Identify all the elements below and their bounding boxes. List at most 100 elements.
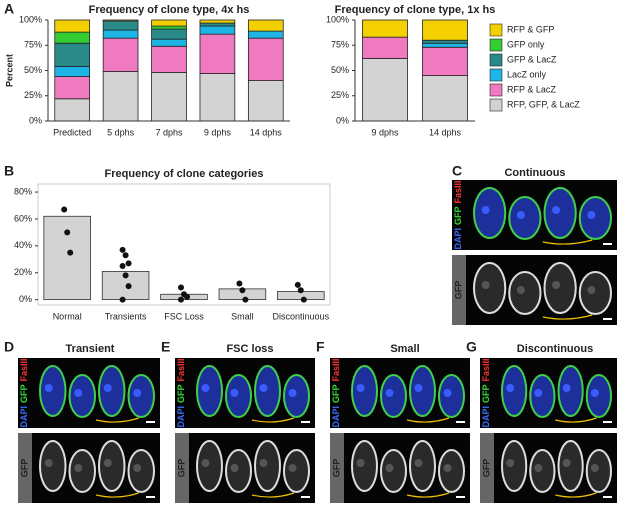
nucleus	[587, 286, 596, 294]
cell	[351, 365, 378, 417]
cell	[543, 187, 577, 239]
legend-label: RFP & LacZ	[507, 84, 556, 94]
nucleus	[562, 459, 571, 467]
annotation-curve	[555, 417, 597, 423]
channel-label: GFP	[453, 281, 463, 300]
channel-name: FasIII	[331, 358, 341, 381]
image-title: FSC loss	[226, 343, 273, 355]
y-axis-label: Percent	[4, 54, 14, 87]
annotation-curve	[406, 492, 450, 498]
channel-name: DAPI	[19, 406, 29, 428]
data-point	[184, 293, 190, 300]
data-point	[125, 260, 132, 267]
bar-segment	[362, 19, 408, 38]
x-tick-label: 14 dphs	[250, 127, 283, 137]
bar-segment	[54, 31, 91, 44]
data-point	[242, 296, 249, 303]
bar-segment	[151, 45, 187, 73]
nucleus	[74, 464, 83, 472]
nucleus	[356, 459, 365, 467]
legend-label: GFP only	[507, 39, 545, 49]
cell	[225, 449, 252, 493]
nucleus	[562, 384, 571, 392]
cell	[39, 440, 67, 492]
channel-name: GFP	[481, 384, 491, 403]
cell	[409, 365, 436, 417]
data-point	[297, 287, 304, 294]
legend-swatch	[489, 53, 503, 67]
bar-segment	[199, 73, 236, 122]
annotation-curve	[555, 492, 597, 498]
cell	[254, 365, 281, 417]
y-tick-label: 60%	[14, 213, 32, 223]
data-point	[64, 229, 71, 236]
cell	[283, 449, 310, 493]
scale-bar	[603, 243, 612, 245]
legend-swatch	[489, 83, 503, 97]
plot-frame	[37, 183, 331, 306]
channel-name: GFP	[19, 384, 29, 403]
nucleus	[443, 464, 452, 472]
bar-segment	[199, 19, 236, 24]
bar-segment	[199, 22, 236, 27]
scale-bar	[603, 421, 612, 423]
scale-bar	[301, 421, 310, 423]
x-tick-label: Transients	[105, 311, 147, 321]
annotation-curve	[251, 417, 295, 423]
nucleus	[356, 384, 365, 392]
y-tick-label: 20%	[14, 267, 32, 277]
panel-letter: A	[4, 1, 14, 17]
cell	[409, 440, 436, 492]
channel-label: DAPI GFP FasIII	[19, 358, 29, 427]
data-point	[300, 296, 307, 303]
y-tick-label: 75%	[331, 40, 349, 50]
nucleus	[103, 384, 112, 392]
bar-segment	[151, 38, 187, 47]
cell	[225, 374, 252, 418]
x-tick-label: 5 dphs	[107, 127, 135, 137]
data-point	[67, 249, 74, 256]
y-tick-label: 25%	[331, 90, 349, 100]
channel-label: GFP	[481, 459, 491, 478]
scale-bar	[456, 496, 465, 498]
channel-name: FasIII	[481, 358, 491, 381]
bar-segment	[54, 98, 91, 122]
y-tick-label: 75%	[24, 40, 42, 50]
annotation-curve	[95, 492, 139, 498]
data-point	[125, 283, 132, 290]
bar-segment	[54, 66, 91, 77]
cell	[585, 449, 612, 493]
cell	[557, 365, 584, 417]
channel-name: FasIII	[176, 358, 186, 381]
legend-swatch	[489, 98, 503, 112]
x-tick-label: Discontinuous	[273, 311, 330, 321]
data-point	[122, 272, 129, 279]
annotation-curve	[406, 417, 450, 423]
label-strip	[480, 433, 494, 503]
nucleus	[587, 211, 596, 219]
panel-letter: B	[4, 163, 14, 179]
y-tick-label: 0%	[29, 115, 42, 125]
data-point	[119, 246, 126, 253]
cell	[351, 440, 378, 492]
panel-letter: D	[4, 339, 14, 355]
cell	[98, 440, 126, 492]
x-tick-label: FSC Loss	[164, 311, 204, 321]
cell	[585, 374, 612, 418]
x-tick-label: Normal	[53, 311, 82, 321]
legend-label: RFP & GFP	[507, 24, 554, 34]
nucleus	[230, 389, 239, 397]
cell	[380, 449, 407, 493]
bar-segment	[362, 36, 408, 59]
chart-title: Frequency of clone type, 1x hs	[335, 4, 496, 16]
x-tick-label: 9 dphs	[204, 127, 232, 137]
channel-label: DAPI GFP FasIII	[453, 180, 463, 249]
nucleus	[385, 389, 394, 397]
y-tick-label: 25%	[24, 90, 42, 100]
nucleus	[74, 389, 83, 397]
nucleus	[259, 459, 268, 467]
cell	[557, 440, 584, 492]
x-tick-label: 14 dphs	[429, 127, 462, 137]
nucleus	[534, 389, 543, 397]
bar-segment	[151, 25, 187, 30]
